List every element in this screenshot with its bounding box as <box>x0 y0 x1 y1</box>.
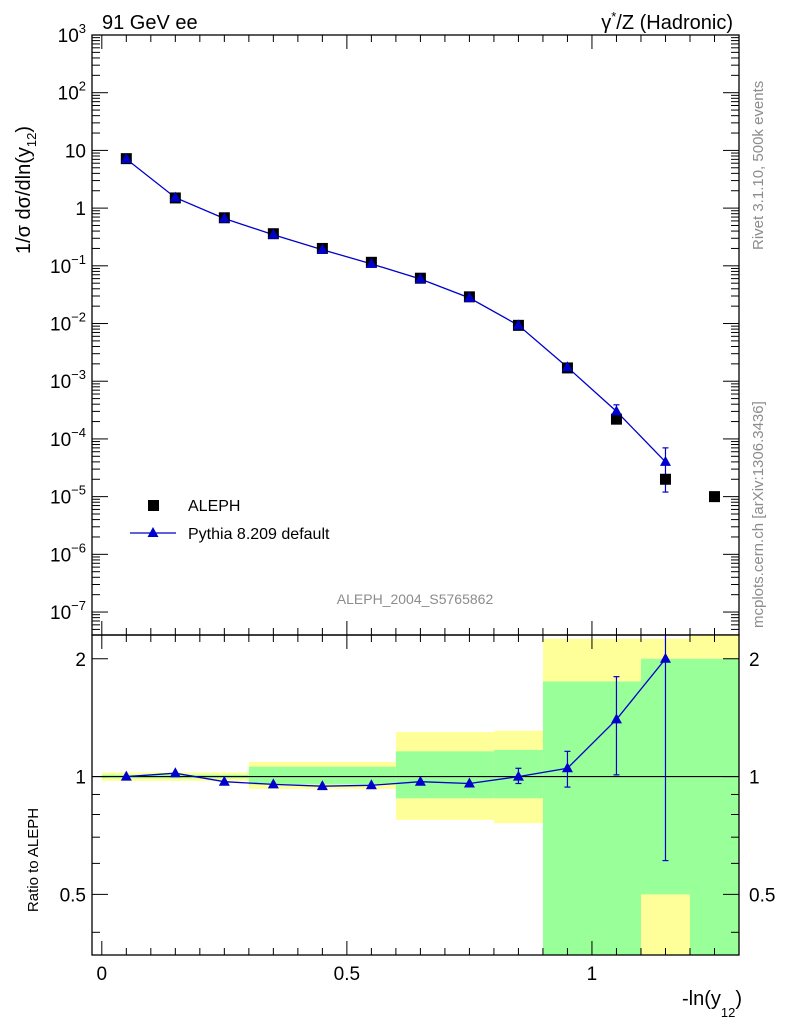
ratio-frame <box>91 634 740 956</box>
upper-y-tick-label: 10−5 <box>50 483 86 509</box>
aleph-point <box>659 473 671 485</box>
x-tick-label: 0.5 <box>334 964 360 985</box>
ratio-point <box>316 780 328 791</box>
ratio-point <box>414 775 426 786</box>
ratio-point <box>610 713 622 724</box>
pythia-point <box>463 291 475 302</box>
ratio-y-tick-label-right: 1 <box>749 768 760 789</box>
pythia-point <box>512 319 524 330</box>
upper-y-tick-label: 10−2 <box>50 310 86 336</box>
ratio-y-axis-label: Ratio to ALEPH <box>25 808 42 912</box>
x-axis-label: -ln(y12) <box>682 988 742 1020</box>
legend-aleph-label: ALEPH <box>188 498 240 515</box>
ratio-point <box>365 779 377 790</box>
pythia-point <box>365 257 377 268</box>
analysis-watermark: ALEPH_2004_S5765862 <box>337 591 494 607</box>
upper-y-tick-label: 102 <box>58 79 86 105</box>
header-left-label: 91 GeV ee <box>102 12 198 34</box>
upper-frame <box>91 34 740 636</box>
uncertainty-band-green <box>689 658 739 955</box>
uncertainty-band-green <box>395 751 494 799</box>
x-tick-label: 1 <box>587 964 598 985</box>
ratio-y-tick-label: 0.5 <box>60 885 86 906</box>
aleph-point <box>610 413 622 425</box>
legend-pythia-marker <box>147 527 159 537</box>
ratio-plot-panel: 0.5 0.5 1 1 2 2 0 0.5 1 <box>60 634 775 985</box>
upper-y-tick-label: 10 <box>65 141 86 162</box>
ratio-y-tick-label-right: 0.5 <box>749 885 775 906</box>
pythia-point <box>169 191 181 202</box>
legend-aleph-marker <box>148 500 159 511</box>
upper-y-tick-label: 10−3 <box>50 367 86 393</box>
upper-y-tick-label: 10−1 <box>50 252 86 278</box>
pythia-line <box>125 158 666 463</box>
ratio-y-tick-label: 1 <box>75 768 86 789</box>
upper-y-tick-label: 10−6 <box>50 540 86 566</box>
upper-y-tick-label: 10−4 <box>50 425 86 451</box>
pythia-point <box>561 361 573 372</box>
mcplots-label: mcplots.cern.ch [arXiv:1306.3436] <box>750 401 767 628</box>
ratio-point <box>561 762 573 773</box>
pythia-point <box>414 273 426 284</box>
pythia-point <box>218 212 230 223</box>
uncertainty-band-green <box>248 766 396 785</box>
ratio-point <box>512 770 524 781</box>
ratio-point <box>267 778 279 789</box>
upper-y-tick-label: 103 <box>58 21 86 47</box>
x-tick-label: 0 <box>97 964 108 985</box>
header-right-label: γ*/Z (Hadronic) <box>601 9 733 34</box>
uncertainty-band-green <box>542 681 641 955</box>
upper-y-tick-label: 1 <box>75 199 86 220</box>
aleph-point <box>708 491 720 503</box>
rivet-version-label: Rivet 3.1.10, 500k events <box>750 81 767 250</box>
ratio-y-tick-label-right: 2 <box>749 650 760 671</box>
legend: ALEPH Pythia 8.209 default <box>130 498 330 543</box>
ratio-point <box>463 777 475 788</box>
ratio-line <box>126 658 667 787</box>
pythia-point <box>120 152 132 163</box>
pythia-point <box>659 455 671 466</box>
ratio-y-tick-label: 2 <box>75 650 86 671</box>
ratio-point <box>120 770 132 781</box>
ratio-point <box>169 767 181 778</box>
pythia-point <box>316 243 328 254</box>
pythia-point <box>267 228 279 239</box>
legend-pythia-label: Pythia 8.209 default <box>188 526 330 543</box>
upper-y-tick-label: 10−7 <box>50 598 86 624</box>
pythia-point <box>610 405 622 416</box>
ratio-point <box>218 775 230 786</box>
upper-y-axis-label: 1/σ dσ/dln(y12) <box>13 126 39 254</box>
ratio-point <box>659 652 671 663</box>
